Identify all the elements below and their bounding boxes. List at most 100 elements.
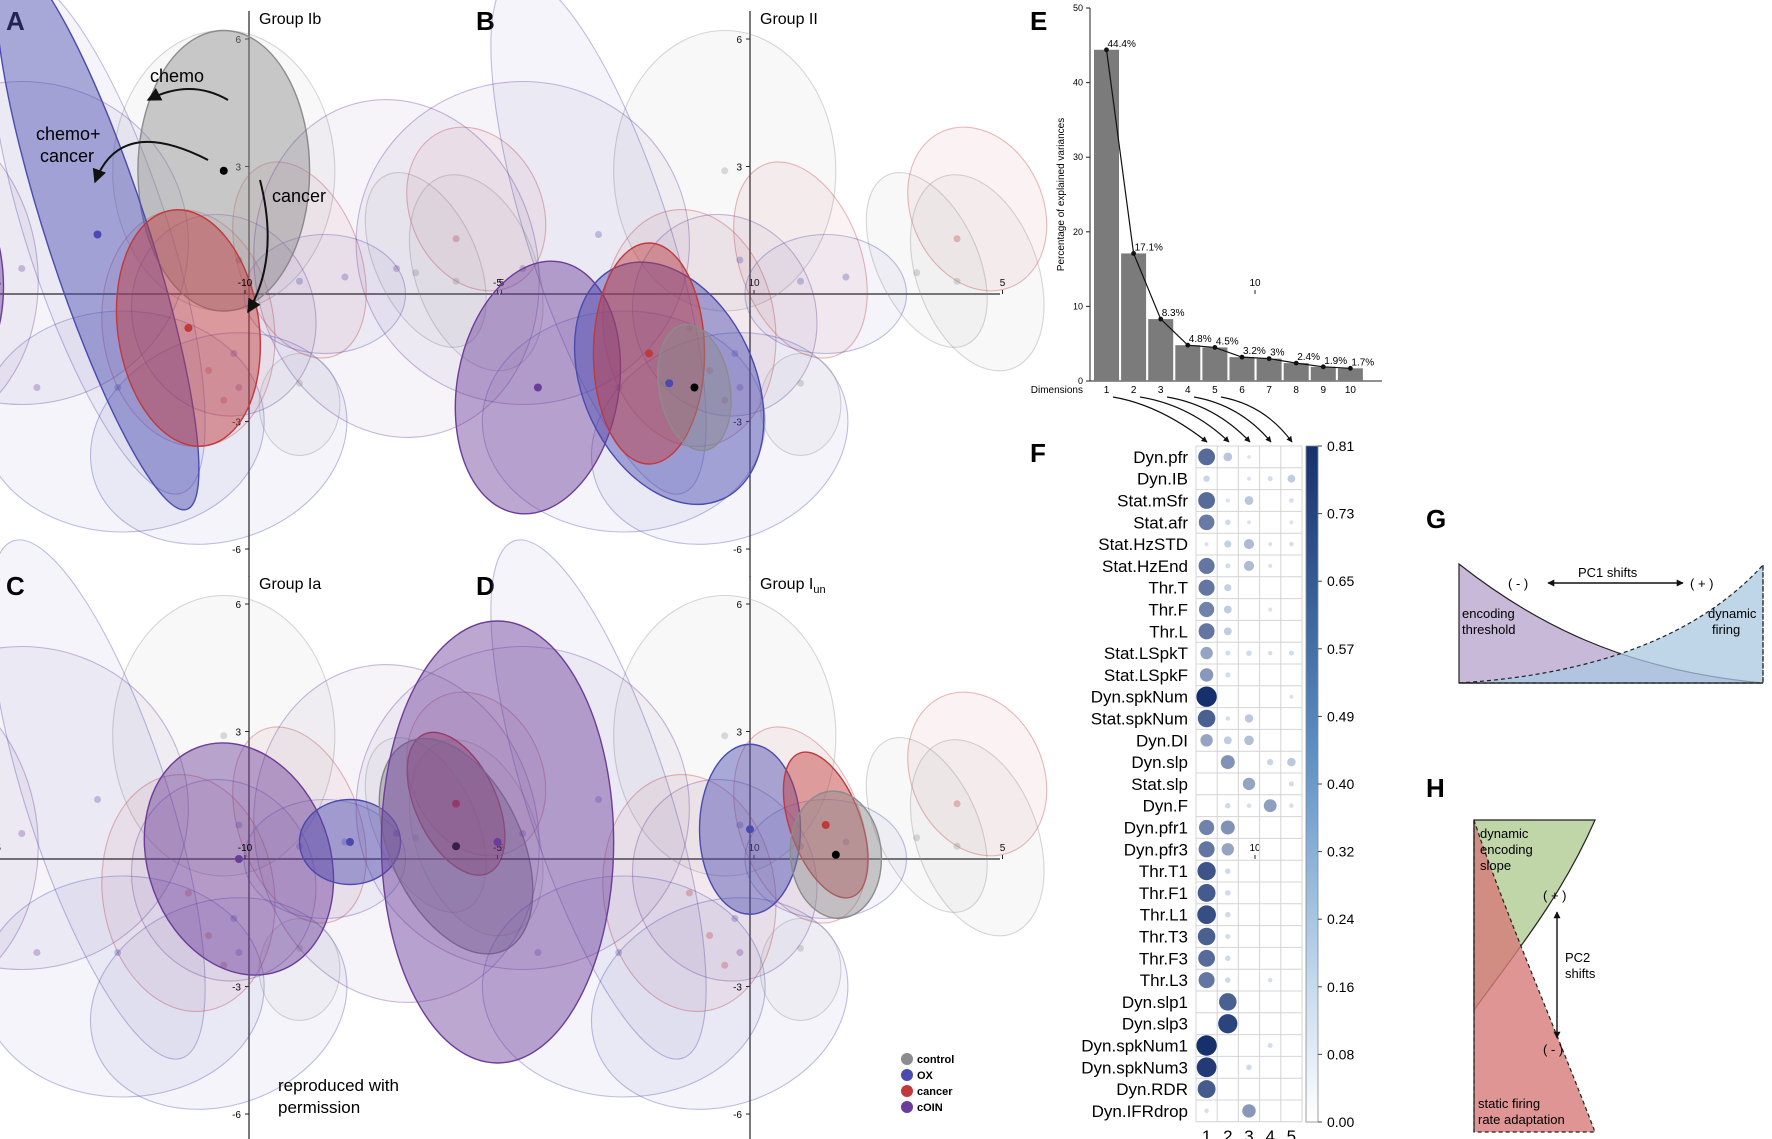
pca-y-tick-label: -3 — [232, 983, 241, 994]
heatmap-row-label: Thr.L — [1149, 622, 1188, 641]
scree-x-tick-label: 7 — [1266, 385, 1272, 396]
heatmap-row-label: Stat.spkNum — [1091, 710, 1188, 729]
scree-bar — [1310, 366, 1336, 381]
group-centroid-faded — [797, 379, 804, 387]
group-centroid-faded — [341, 273, 349, 281]
pc2-plus: ( + ) — [1543, 888, 1566, 903]
heatmap-cell — [1268, 607, 1273, 612]
group-centroid-faded — [220, 961, 228, 969]
group-ellipse-faded — [590, 332, 849, 545]
pc1-shifts-label: PC1 shifts — [1578, 565, 1638, 580]
scree-x-tick-label: 1 — [1104, 385, 1110, 396]
group-centroid-faded — [797, 277, 804, 285]
colorbar-tick-label: 0.65 — [1327, 573, 1354, 589]
heatmap-cell — [1198, 819, 1215, 836]
scree-y-tick-label: 40 — [1073, 78, 1083, 88]
group-centroid-faded — [18, 830, 26, 837]
group-ellipse-faded — [355, 80, 690, 406]
heatmap-row-label: Thr.T3 — [1139, 928, 1188, 947]
heatmap-cell — [1223, 736, 1232, 745]
scree-bar — [1094, 49, 1119, 381]
heatmap-cell — [1198, 972, 1215, 989]
heatmap-cell — [1244, 714, 1254, 723]
heatmap-cell — [1225, 868, 1231, 874]
heatmap-cell — [1247, 476, 1251, 481]
pca-x-tick-label: 5 — [499, 843, 505, 854]
group-centroid-faded — [685, 889, 693, 897]
group-ellipse-faded — [253, 664, 540, 1003]
scree-data-label: 1.9% — [1324, 356, 1347, 367]
scree-bar — [1148, 319, 1174, 381]
arrow-dim-3 — [1166, 396, 1251, 443]
group-centroid-faded — [235, 256, 243, 264]
group-ellipse-faded — [0, 80, 189, 406]
threshold-label-2: threshold — [1462, 622, 1515, 637]
colorbar-tick-label: 0.24 — [1327, 911, 1354, 927]
group-centroid-coin — [533, 383, 542, 392]
heatmap-cell — [1225, 498, 1230, 503]
heatmap-cell — [1204, 542, 1209, 547]
group-centroid-faded — [913, 834, 921, 842]
heatmap-row-label: Dyn.slp3 — [1122, 1015, 1188, 1034]
heatmap-cell — [1198, 557, 1215, 574]
adaptation-area — [1473, 819, 1596, 1133]
colorbar — [1305, 445, 1319, 1123]
pca-panel-title: Group Iun — [760, 576, 826, 596]
legend: control OX cancer cOIN — [901, 1053, 954, 1114]
scree-point — [1158, 316, 1164, 322]
pca-y-tick-label: 3 — [235, 163, 241, 174]
scree-bar — [1121, 253, 1147, 381]
pca-x-tick-label: -5 — [493, 278, 502, 289]
heatmap-cell — [1220, 820, 1235, 835]
scree-data-label: 3% — [1270, 348, 1285, 359]
heatmap-cell — [1197, 905, 1216, 925]
group-centroid-cancer — [452, 799, 461, 808]
heatmap-row-label: Dyn.pfr1 — [1124, 819, 1188, 838]
threshold-label-1: encoding — [1462, 606, 1515, 621]
heatmap-column-label: 2 — [1223, 1127, 1232, 1139]
group-ellipse-faded — [0, 99, 39, 438]
group-centroid-faded — [412, 834, 420, 842]
group-centroid-faded — [721, 167, 729, 175]
group-ellipse-faded — [481, 310, 766, 533]
group-ellipse-faded — [490, 0, 707, 495]
pca-y-tick-label: -3 — [733, 418, 742, 429]
scree-x-tick-label: 2 — [1131, 385, 1137, 396]
pca-y-tick-label: 6 — [736, 600, 742, 611]
heatmap-cell — [1268, 563, 1273, 568]
group-centroid-cancer — [645, 349, 653, 358]
group-ellipse-faded — [0, 645, 189, 971]
heatmap-cell — [1225, 933, 1231, 940]
heatmap-cell — [1225, 650, 1231, 656]
group-centroid-faded — [230, 350, 238, 357]
scree-bar — [1283, 363, 1309, 381]
panel-letter-f: F — [1030, 438, 1046, 468]
group-ellipse-faded — [909, 739, 1045, 937]
encoding-slope-label-1: dynamic — [1480, 826, 1529, 841]
heatmap-cell — [1225, 955, 1231, 962]
scree-point — [1239, 354, 1245, 360]
scree-x-tick-label: 5 — [1212, 385, 1218, 396]
group-centroid-faded — [205, 367, 213, 374]
group-centroid-faded — [452, 277, 460, 285]
group-ellipse-faded — [613, 594, 837, 877]
heatmap-row-label: Dyn.spkNum — [1091, 688, 1188, 707]
heatmap-cell — [1289, 694, 1294, 699]
pca-y-tick-label: 6 — [736, 35, 742, 46]
heatmap-cell — [1196, 1057, 1217, 1078]
group-centroid-coin — [493, 838, 502, 846]
heatmap-cell — [1197, 1080, 1216, 1099]
scree-y-tick-label: 0 — [1078, 376, 1083, 386]
group-centroid-cancer — [821, 821, 830, 829]
scree-data-label: 1.7% — [1351, 357, 1374, 368]
heatmap-row-label: Dyn.IB — [1137, 470, 1188, 489]
pc2-shifts-label-2: shifts — [1565, 966, 1596, 981]
heatmap-cell — [1197, 709, 1216, 728]
group-centroid-faded — [220, 732, 228, 740]
heatmap-cell — [1221, 843, 1235, 856]
scree-point — [1212, 345, 1218, 350]
heatmap-cell — [1225, 802, 1231, 809]
legend-swatch-ox — [901, 1069, 913, 1081]
group-centroid-faded — [519, 830, 527, 837]
arrow-dim-5 — [1220, 396, 1293, 443]
